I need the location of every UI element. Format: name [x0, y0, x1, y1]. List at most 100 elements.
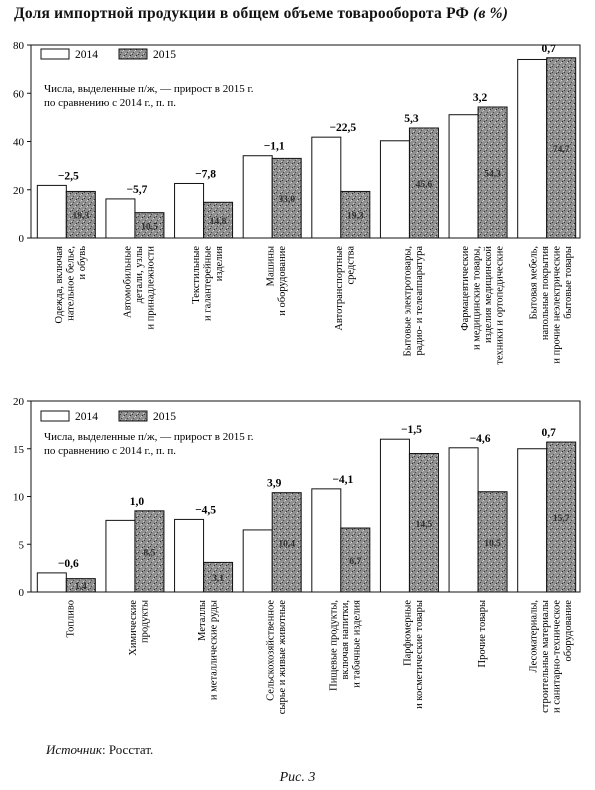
y-tick-label: 80	[13, 40, 25, 52]
bar-value-label: 45,6	[416, 180, 433, 190]
figure-caption: Рис. 3	[279, 770, 316, 785]
change-label: 0,7	[542, 43, 557, 55]
category-label: Химическиепродукты	[128, 600, 151, 656]
legend-label-2015: 2015	[153, 49, 176, 61]
change-label: −1,5	[401, 424, 422, 436]
bar-2014	[311, 136, 342, 239]
source-text: : Росстат.	[101, 742, 154, 757]
legend-swatch-2015	[118, 48, 148, 60]
category-label-line: радио- и телеаппаратура	[414, 246, 425, 356]
legend-label-2015: 2015	[153, 411, 176, 423]
change-label: −1,1	[264, 141, 285, 153]
category-label-line: Топливо	[65, 600, 76, 638]
change-label: −4,6	[470, 433, 491, 445]
y-tick-label: 15	[13, 444, 25, 456]
category-label-line: и металлические руды	[208, 600, 219, 700]
change-label: −7,8	[195, 168, 216, 180]
bar-2014	[448, 114, 479, 239]
category-label-line: техники и ортопедические	[494, 246, 505, 365]
chart-title: Доля импортной продукции в общем объеме …	[14, 5, 584, 23]
bar-value-label: 33,0	[278, 195, 295, 205]
bar-2015	[477, 106, 508, 239]
category-label: Лесоматериалы,строительные материалыи са…	[528, 600, 574, 713]
y-tick-label: 40	[13, 137, 25, 149]
category-label-line: Парфюмерные	[403, 600, 414, 666]
bar-value-label: 10,5	[484, 539, 501, 549]
bar-2015	[134, 510, 165, 593]
bar-2014	[379, 140, 410, 239]
y-tick-label: 0	[19, 587, 25, 599]
category-label: Бытовые электротовары,радио- и телеаппар…	[403, 246, 426, 357]
bar-2014	[448, 447, 479, 593]
category-label-line: Прочие товары	[477, 600, 488, 667]
category-label: Бытовая мебель,напольные покрытияи прочи…	[528, 246, 574, 364]
change-label: −4,1	[332, 474, 353, 486]
bar-2015	[134, 212, 165, 239]
bar-2015	[340, 527, 371, 593]
category-label-line: включая напитки,	[340, 600, 351, 679]
bar-2014	[242, 155, 273, 239]
change-label: 0,7	[542, 427, 557, 439]
bar-value-label: 15,7	[553, 514, 570, 524]
category-label-line: и прочие неэлектрические	[551, 246, 562, 364]
legend-swatch-2014	[40, 410, 70, 422]
legend-label-2014: 2014	[75, 49, 98, 61]
bar-value-label: 19,3	[347, 212, 364, 222]
source-label: Источник	[46, 742, 102, 757]
bar-2015	[408, 127, 439, 239]
y-tick-label: 5	[19, 539, 25, 551]
category-label: Машиныи оборудование	[265, 246, 288, 316]
category-label-line: строительные материалы	[540, 600, 551, 713]
change-label: −4,5	[195, 504, 216, 516]
y-tick-label: 0	[19, 233, 25, 245]
category-label-line: Фармацевтические	[460, 246, 471, 331]
category-label-line: продукты	[140, 600, 151, 643]
category-label-line: и табачные изделия	[351, 600, 362, 688]
bar-2015	[271, 492, 302, 593]
category-label-line: и медицинские товары,	[471, 246, 482, 350]
category-label-line: напольные покрытия	[540, 246, 551, 340]
source-note: Источник: Росстат.	[46, 742, 153, 758]
bar-value-label: 1,4	[75, 582, 87, 592]
bar-value-label: 19,3	[73, 212, 90, 222]
category-label-line: Металлы	[197, 600, 208, 641]
bar-2014	[36, 184, 67, 239]
bar-2014	[517, 58, 548, 239]
category-label-line: Машины	[265, 246, 276, 286]
bar-2014	[105, 519, 136, 593]
bar-2015	[203, 561, 234, 593]
bar-2014	[311, 488, 342, 593]
bar-value-label: 54,3	[484, 170, 501, 180]
category-label-line: изделия медицинской	[483, 246, 494, 343]
chart-bottom: 0 5 10 15 20 1,4 −0,6 Топливо 8,5 1,0 Химическиепр…	[13, 396, 581, 715]
category-label-line: и косметические товары	[414, 600, 425, 709]
category-label-line: и принадлежности	[145, 246, 156, 330]
category-label-line: Автотранспортные	[334, 246, 345, 331]
bar-2014	[105, 198, 136, 239]
y-tick-label: 20	[13, 185, 25, 197]
category-label-line: сырье и живые животные	[277, 600, 288, 715]
category-label-line: Автомобильные	[122, 246, 133, 318]
bar-2015	[271, 157, 302, 239]
category-label-line: Химические	[128, 600, 139, 656]
category-label-line: и оборудование	[277, 246, 288, 316]
y-tick-label: 60	[13, 88, 25, 100]
category-label: Топливо	[65, 600, 76, 638]
category-label-line: Пищевые продукты,	[328, 600, 339, 691]
bar-value-label: 14,8	[210, 217, 227, 227]
bar-value-label: 74,7	[553, 145, 570, 155]
bar-2014	[174, 518, 205, 593]
category-label-line: детали, узлы	[134, 246, 145, 303]
change-label: 5,3	[404, 113, 419, 125]
chart-note-line: по сравнению с 2014 г., п. п.	[44, 97, 176, 109]
legend-label-2014: 2014	[75, 411, 98, 423]
category-label: Сельскохозяйственноесырье и живые животн…	[265, 600, 288, 715]
category-label-line: Сельскохозяйственное	[265, 600, 276, 701]
y-tick-label: 10	[13, 492, 25, 504]
bar-2014	[379, 438, 410, 593]
bar-value-label: 6,7	[349, 557, 361, 567]
change-label: 1,0	[130, 496, 145, 508]
category-label-line: бытовые товары	[563, 246, 574, 319]
bar-2015	[340, 190, 371, 239]
